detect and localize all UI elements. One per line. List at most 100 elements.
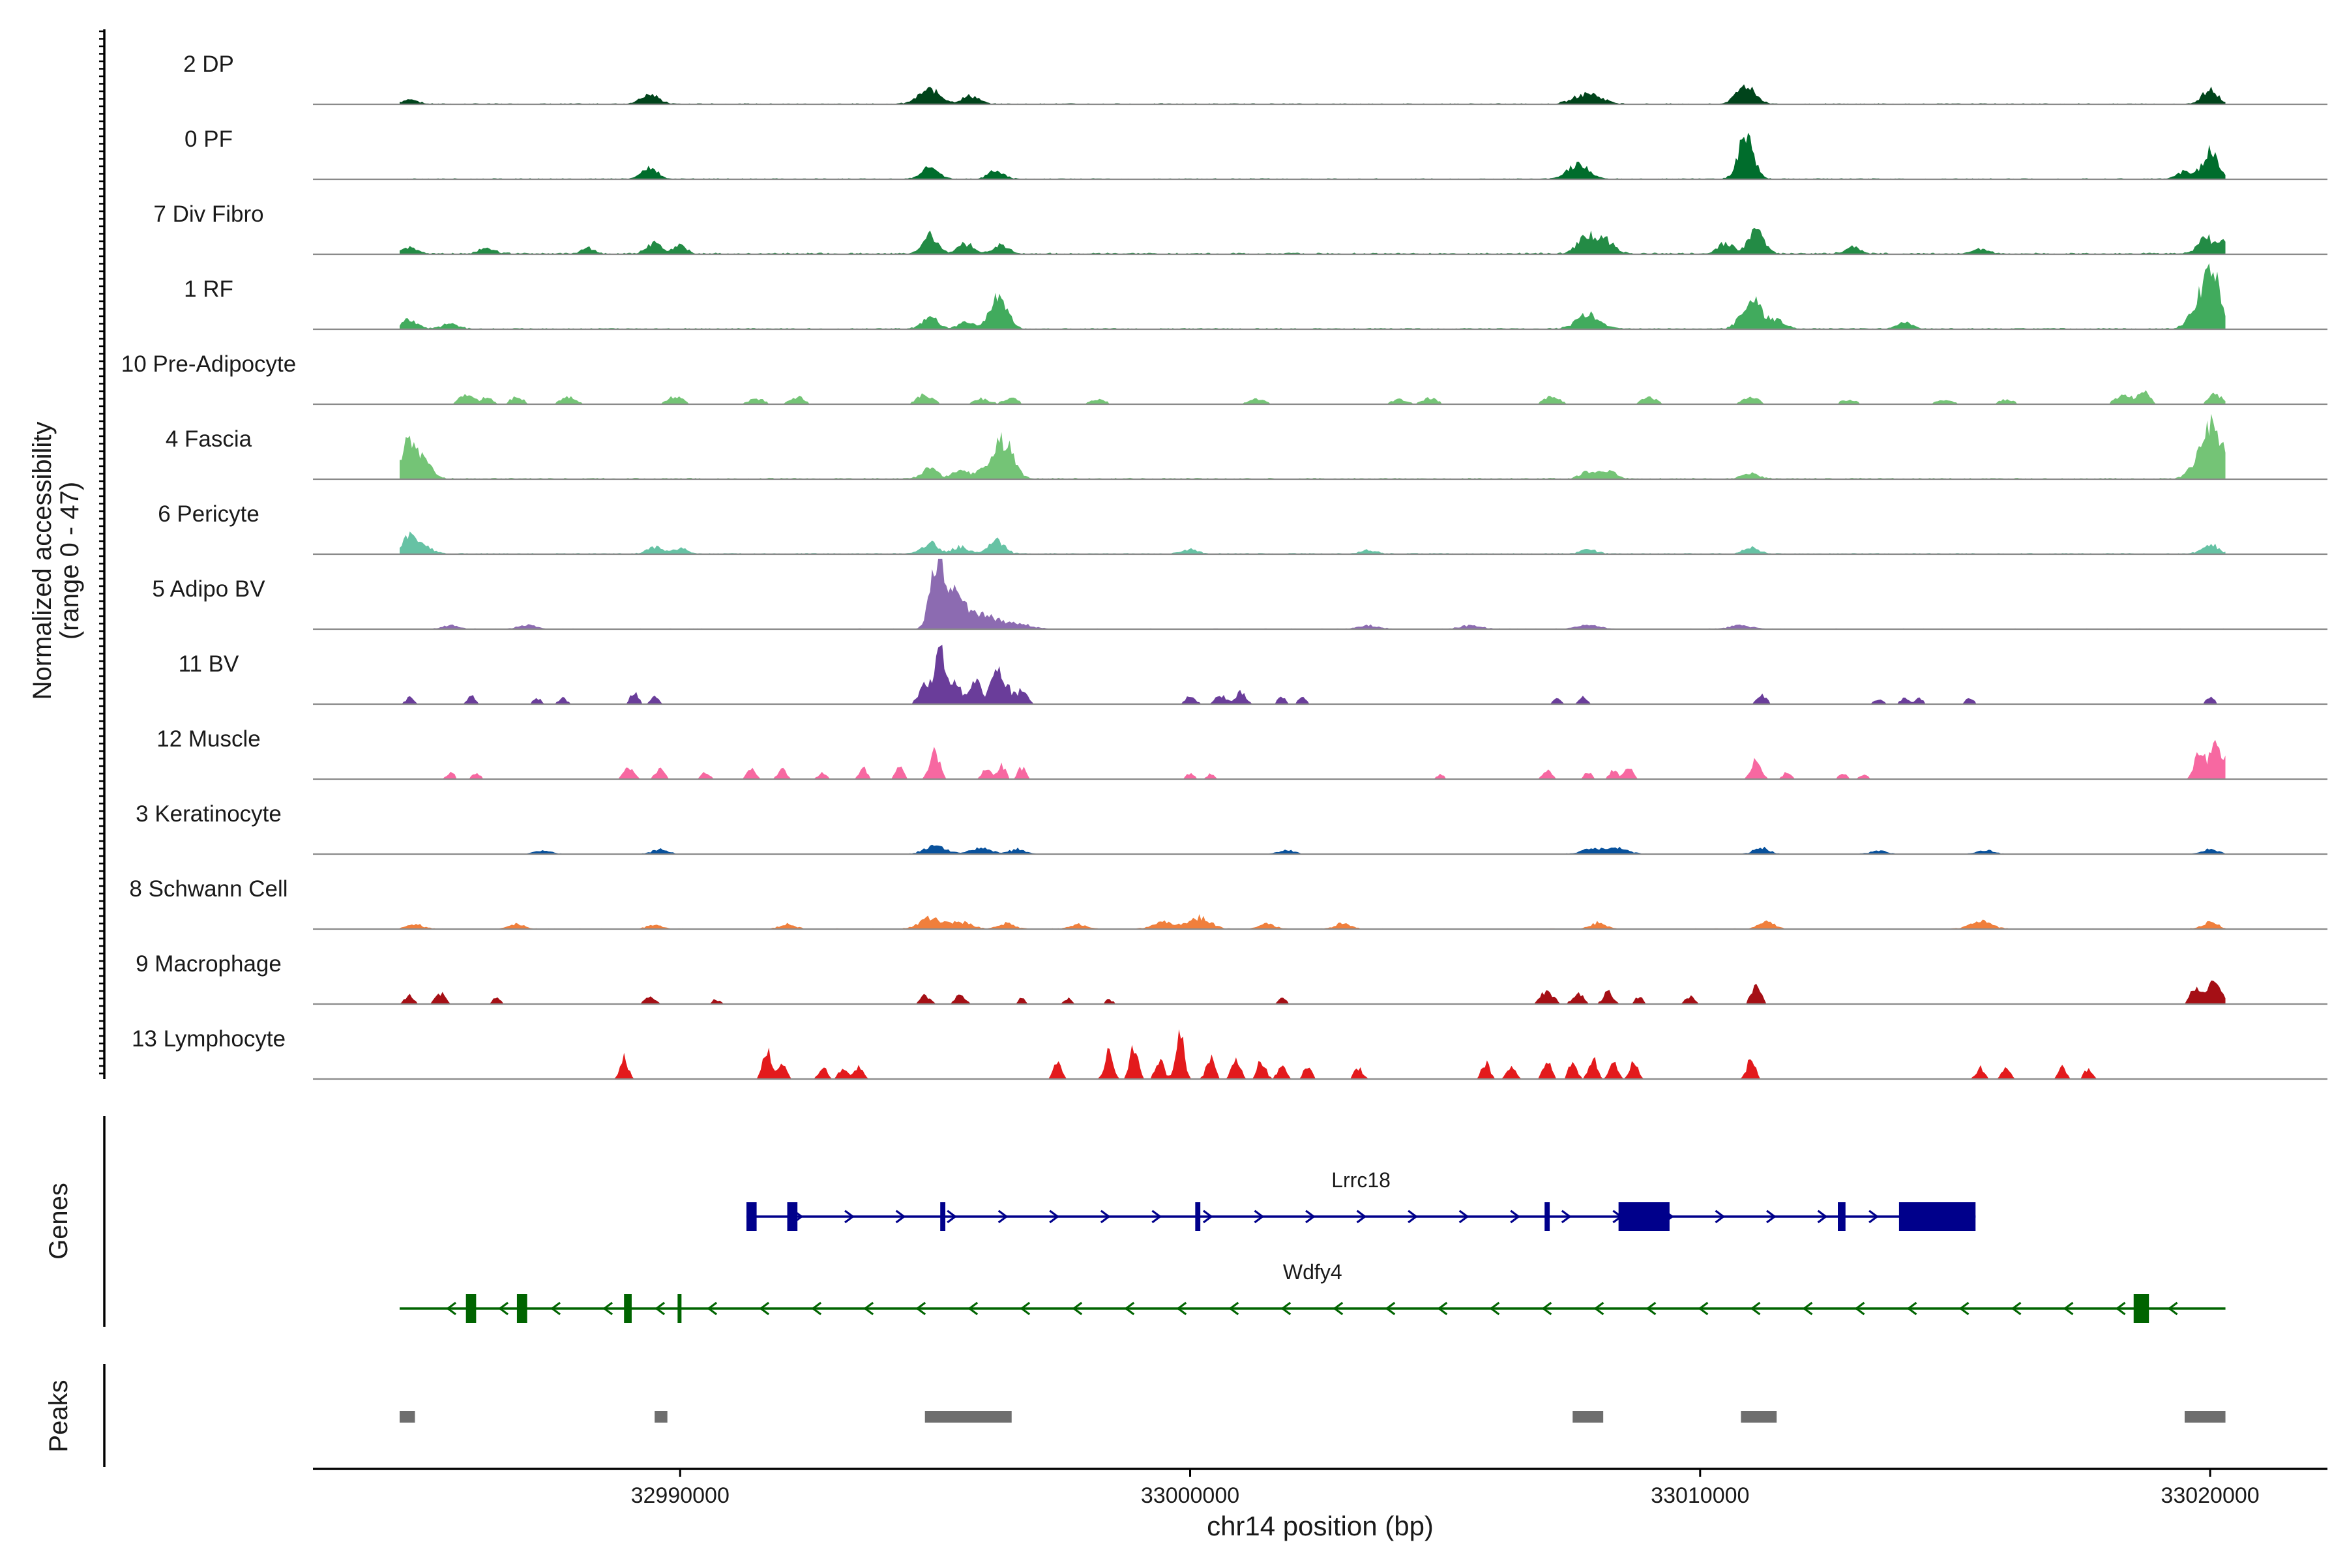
track-label: 10 Pre-Adipocyte [121,351,296,377]
strand-arrow [997,1209,1009,1224]
peak-region [2184,1411,2226,1423]
coverage-track: 5 Adipo BV [152,559,2327,630]
strand-arrow [1437,1301,1448,1316]
coverage-track: 7 Div Fibro [153,201,2327,256]
strand-arrow [2011,1301,2022,1316]
strand-arrow [947,1209,957,1224]
coverage-track: 8 Schwann Cell [129,876,2327,930]
strand-arrow [498,1301,509,1316]
genomic-x-axis: 32990000 33000000 33010000 33020000 chr14 p… [313,1468,2327,1541]
track-label: 5 Adipo BV [152,576,265,602]
strand-arrow [1906,1301,1917,1316]
gene-exon [465,1294,477,1323]
strand-arrow [1715,1209,1726,1224]
coverage-track: 1 RF [184,263,2327,331]
strand-arrow [1541,1301,1552,1316]
track-label: 4 Fascia [166,426,252,452]
strand-arrow [655,1301,666,1316]
strand-arrow [1458,1209,1469,1224]
strand-arrow [1698,1301,1709,1316]
gene-exon [2133,1294,2149,1323]
strand-arrow [2115,1301,2126,1316]
track-label: 11 BV [179,651,239,677]
gene-exon [677,1294,682,1323]
coverage-tracks: 2 DP 0 PF 7 Div Fibro 1 RF 10 Pre-Adipocyte 4… [121,52,2327,1080]
coverage-area [400,1029,2226,1079]
strand-arrow [1020,1301,1031,1316]
strand-arrow [1305,1209,1316,1224]
strand-arrow [1408,1209,1418,1224]
coverage-area [400,739,2226,779]
strand-arrow [1868,1209,1879,1224]
peak-region [1572,1411,1604,1423]
gene-label: Lrrc18 [1331,1168,1391,1192]
strand-arrow [1202,1209,1213,1224]
strand-arrow [1385,1301,1396,1316]
strand-arrow [2063,1301,2074,1316]
strand-arrow [1510,1209,1520,1224]
coverage-track: 2 DP [183,52,2327,106]
y-axis-label-line2: (range 0 - 47) [55,482,84,640]
x-tick-label: 33000000 [1141,1483,1239,1508]
gene-exon [940,1202,946,1231]
strand-arrow [1254,1209,1265,1224]
strand-arrow [1561,1209,1572,1224]
strand-arrow [1489,1301,1500,1316]
x-tick-label: 33020000 [2161,1483,2259,1508]
strand-arrow [707,1301,718,1316]
peaks-panel-label: Peaks [44,1380,73,1452]
coverage-track: 10 Pre-Adipocyte [121,351,2327,406]
strand-arrow [1646,1301,1657,1316]
x-axis-label: chr14 position (bp) [1207,1511,1434,1541]
coverage-area [400,531,2226,554]
strand-arrow [1356,1209,1367,1224]
strand-arrow [1958,1301,1970,1316]
coverage-area [400,390,2226,404]
coverage-area [400,844,2226,854]
track-label: 7 Div Fibro [153,201,263,227]
strand-arrow [602,1301,613,1316]
coverage-area [400,981,2226,1004]
genes-panel-label: Genes [44,1183,73,1260]
x-tick-label: 32990000 [631,1483,730,1508]
y-axis-label-line1: Normalized accessibility [28,422,57,700]
x-tick-label: 33010000 [1651,1483,1749,1508]
track-label: 12 Muscle [156,726,261,752]
strand-arrow [967,1301,979,1316]
coverage-area [400,644,2226,704]
strand-arrow [446,1301,456,1316]
strand-arrow [1750,1301,1761,1316]
coverage-track: 9 Macrophage [136,951,2327,1005]
strand-arrow [1072,1301,1083,1316]
strand-arrow [915,1301,926,1316]
peak-region [399,1411,415,1423]
track-label: 1 RF [184,276,233,302]
accessibility-y-axis: Normalized accessibility (range 0 - 47) [28,29,106,1079]
peaks-panel: Peaks [44,1364,2226,1467]
gene-exon [624,1294,632,1323]
strand-arrow [1766,1209,1777,1224]
coverage-track: 0 PF [185,126,2327,181]
strand-arrow [1124,1301,1135,1316]
gene-exon [1544,1202,1550,1231]
strand-arrow [1151,1209,1162,1224]
coverage-track: 13 Lymphocyte [132,1026,2327,1080]
gene-exon [516,1294,527,1323]
coverage-area [400,228,2226,254]
x-axis-ticks: 32990000 33000000 33010000 33020000 [631,1469,2260,1508]
coverage-area [400,914,2226,929]
track-label: 2 DP [183,52,234,77]
strand-arrow [1100,1209,1111,1224]
strand-arrow [1280,1301,1292,1316]
gene-exon [746,1202,757,1231]
coverage-track: 6 Pericyte [158,501,2327,555]
strand-arrow [1333,1301,1344,1316]
strand-arrow [1854,1301,1865,1316]
coverage-area [400,559,2226,629]
strand-arrow [863,1301,874,1316]
track-label: 13 Lymphocyte [132,1026,286,1052]
strand-arrow [2167,1301,2178,1316]
strand-arrow [1802,1301,1813,1316]
strand-arrow [1176,1301,1187,1316]
